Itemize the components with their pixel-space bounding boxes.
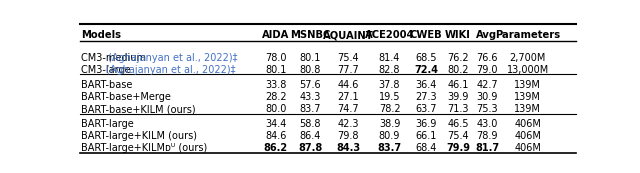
- Text: 68.5: 68.5: [415, 53, 437, 63]
- Text: 79.0: 79.0: [476, 65, 498, 75]
- Text: 36.4: 36.4: [415, 80, 437, 90]
- Text: 36.9: 36.9: [415, 119, 437, 129]
- Text: 58.8: 58.8: [300, 119, 321, 129]
- Text: 37.8: 37.8: [379, 80, 400, 90]
- Text: 86.2: 86.2: [264, 143, 288, 153]
- Text: 83.7: 83.7: [300, 104, 321, 114]
- Text: 30.9: 30.9: [476, 92, 498, 102]
- Text: WIKI: WIKI: [445, 30, 471, 40]
- Text: BART-large+KILM (ours): BART-large+KILM (ours): [81, 131, 198, 141]
- Text: Models: Models: [81, 30, 122, 40]
- Text: 42.3: 42.3: [337, 119, 359, 129]
- Text: 43.0: 43.0: [476, 119, 498, 129]
- Text: 76.2: 76.2: [447, 53, 468, 63]
- Text: (Aghajanyan et al., 2022)‡: (Aghajanyan et al., 2022)‡: [106, 65, 236, 75]
- Text: 46.1: 46.1: [447, 80, 468, 90]
- Text: 19.5: 19.5: [379, 92, 400, 102]
- Text: BART-base: BART-base: [81, 80, 133, 90]
- Text: 63.7: 63.7: [415, 104, 437, 114]
- Text: 57.6: 57.6: [300, 80, 321, 90]
- Text: 27.1: 27.1: [337, 92, 359, 102]
- Text: BART-base+KILM (ours): BART-base+KILM (ours): [81, 104, 196, 114]
- Text: 81.4: 81.4: [379, 53, 400, 63]
- Text: 86.4: 86.4: [300, 131, 321, 141]
- Text: 44.6: 44.6: [338, 80, 359, 90]
- Text: 78.9: 78.9: [476, 131, 498, 141]
- Text: 75.4: 75.4: [447, 131, 468, 141]
- Text: AQUAINT: AQUAINT: [323, 30, 374, 40]
- Text: 72.4: 72.4: [414, 65, 438, 75]
- Text: ACE2004: ACE2004: [365, 30, 414, 40]
- Text: 28.2: 28.2: [265, 92, 287, 102]
- Text: 83.7: 83.7: [378, 143, 401, 153]
- Text: 80.0: 80.0: [265, 104, 287, 114]
- Text: AIDA: AIDA: [262, 30, 290, 40]
- Text: MSNBC: MSNBC: [290, 30, 330, 40]
- Text: 75.4: 75.4: [337, 53, 359, 63]
- Text: 75.3: 75.3: [476, 104, 498, 114]
- Text: 76.6: 76.6: [476, 53, 498, 63]
- Text: 406M: 406M: [515, 131, 541, 141]
- Text: 84.3: 84.3: [336, 143, 360, 153]
- Text: 82.8: 82.8: [379, 65, 400, 75]
- Text: 406M: 406M: [515, 119, 541, 129]
- Text: 81.7: 81.7: [475, 143, 499, 153]
- Text: 79.9: 79.9: [446, 143, 470, 153]
- Text: 46.5: 46.5: [447, 119, 468, 129]
- Text: 80.2: 80.2: [447, 65, 468, 75]
- Text: 38.9: 38.9: [379, 119, 400, 129]
- Text: 84.6: 84.6: [265, 131, 287, 141]
- Text: 74.7: 74.7: [337, 104, 359, 114]
- Text: 68.4: 68.4: [415, 143, 437, 153]
- Text: 139M: 139M: [515, 92, 541, 102]
- Text: 42.7: 42.7: [476, 80, 498, 90]
- Text: CM3-large: CM3-large: [81, 65, 134, 75]
- Text: Avg: Avg: [476, 30, 497, 40]
- Text: 78.0: 78.0: [265, 53, 287, 63]
- Text: 71.3: 71.3: [447, 104, 468, 114]
- Text: 139M: 139M: [515, 104, 541, 114]
- Text: 77.7: 77.7: [337, 65, 359, 75]
- Text: 13,000M: 13,000M: [507, 65, 549, 75]
- Text: 39.9: 39.9: [447, 92, 468, 102]
- Text: CWEB: CWEB: [410, 30, 442, 40]
- Text: 2,700M: 2,700M: [509, 53, 546, 63]
- Text: BART-base+Merge: BART-base+Merge: [81, 92, 172, 102]
- Text: 80.1: 80.1: [300, 53, 321, 63]
- Text: (Aghajanyan et al., 2022)‡: (Aghajanyan et al., 2022)‡: [109, 53, 238, 63]
- Text: 27.3: 27.3: [415, 92, 437, 102]
- Text: 80.1: 80.1: [265, 65, 287, 75]
- Text: 43.3: 43.3: [300, 92, 321, 102]
- Text: 80.8: 80.8: [300, 65, 321, 75]
- Text: CM3-medium: CM3-medium: [81, 53, 150, 63]
- Text: 79.8: 79.8: [337, 131, 359, 141]
- Text: 33.8: 33.8: [265, 80, 287, 90]
- Text: 34.4: 34.4: [265, 119, 287, 129]
- Text: 406M: 406M: [515, 143, 541, 153]
- Text: Parameters: Parameters: [495, 30, 561, 40]
- Text: BART-large: BART-large: [81, 119, 134, 129]
- Text: 78.2: 78.2: [379, 104, 400, 114]
- Text: BART-large+KILMᴅᵁ (ours): BART-large+KILMᴅᵁ (ours): [81, 143, 208, 153]
- Text: 66.1: 66.1: [415, 131, 437, 141]
- Text: 80.9: 80.9: [379, 131, 400, 141]
- Text: 139M: 139M: [515, 80, 541, 90]
- Text: 87.8: 87.8: [298, 143, 323, 153]
